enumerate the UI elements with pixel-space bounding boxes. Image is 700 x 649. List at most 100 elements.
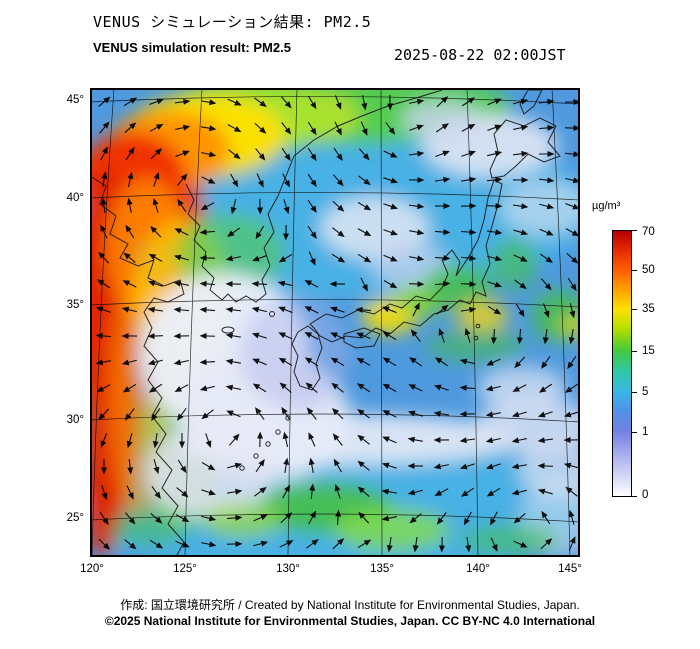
wind-arrow	[357, 409, 370, 419]
wind-arrow	[486, 358, 501, 366]
wind-arrow	[360, 121, 368, 136]
wind-arrow	[95, 359, 111, 366]
wind-arrow	[464, 327, 471, 343]
wind-arrow	[100, 146, 108, 161]
wind-arrow	[153, 171, 160, 187]
wind-arrow	[282, 173, 290, 188]
wind-arrow	[331, 253, 346, 263]
wind-arrow	[383, 280, 398, 289]
wind-arrow	[329, 280, 346, 287]
wind-arrow	[283, 199, 290, 215]
wind-arrow	[485, 437, 501, 444]
wind-arrow	[407, 462, 424, 469]
wind-arrow	[381, 462, 397, 469]
wind-arrow	[513, 124, 529, 131]
wind-arrow	[409, 98, 425, 105]
wind-arrow	[201, 125, 217, 132]
wind-arrow	[225, 280, 242, 287]
wind-arrow	[435, 123, 449, 133]
lon-tick-135: 135°	[370, 563, 394, 575]
wind-arrow	[412, 302, 420, 317]
wind-arrow	[382, 436, 397, 444]
wind-arrow	[541, 278, 552, 291]
wind-arrow	[513, 540, 528, 548]
wind-arrow	[151, 485, 161, 499]
wind-arrow	[122, 280, 137, 288]
wind-arrow	[199, 359, 216, 366]
wind-arrow	[383, 203, 399, 210]
wind-arrow	[538, 151, 555, 158]
map-canvas	[90, 88, 580, 557]
wind-arrow	[408, 150, 425, 157]
wind-arrow	[332, 227, 345, 238]
kyushu-coastline	[291, 325, 323, 391]
wind-arrow	[256, 173, 264, 188]
wind-arrow	[409, 357, 423, 367]
wind-arrow	[435, 150, 450, 157]
wind-arrow	[461, 97, 476, 107]
wind-arrow	[98, 96, 111, 107]
wind-arrow	[358, 175, 371, 186]
wind-arrow	[279, 540, 294, 548]
wind-arrow	[512, 384, 527, 392]
colorbar-tick-1: 1	[642, 426, 649, 438]
wind-arrow	[386, 536, 393, 553]
wind-arrow	[101, 485, 108, 501]
wind-arrow	[434, 488, 449, 496]
wind-arrow	[334, 483, 341, 499]
wind-arrow	[225, 306, 242, 313]
wind-arrow	[433, 384, 449, 391]
wind-arrow	[381, 488, 397, 495]
wind-arrow	[96, 384, 111, 392]
wind-arrow	[173, 306, 190, 313]
wind-arrow	[175, 124, 191, 131]
wind-arrow	[566, 252, 579, 264]
wind-arrow	[309, 483, 316, 500]
wind-arrow	[149, 123, 164, 132]
page-title-japanese: VENUS シミュレーション結果: PM2.5	[93, 13, 372, 31]
wind-arrow	[151, 407, 161, 421]
wind-arrow	[254, 486, 267, 497]
wind-arrow	[381, 515, 397, 522]
wind-arrow	[564, 98, 580, 105]
wind-arrow	[513, 254, 528, 262]
wind-arrow	[199, 254, 216, 261]
wind-arrow	[254, 407, 265, 420]
wind-arrow	[123, 97, 138, 107]
wind-arrow	[383, 177, 399, 184]
wind-arrow	[438, 328, 445, 343]
wind-arrow	[125, 224, 135, 239]
wind-arrow	[255, 458, 265, 473]
nansei-island	[253, 453, 259, 459]
wind-arrow	[173, 280, 189, 287]
wind-arrow	[460, 306, 477, 313]
pm25-concentration-map	[90, 88, 580, 557]
wind-arrow	[126, 433, 133, 449]
wind-arrow	[460, 487, 475, 497]
colorbar-gradient	[612, 230, 632, 497]
wind-arrow	[127, 458, 134, 475]
wind-arrow	[125, 146, 135, 161]
wind-arrow	[485, 463, 501, 470]
wind-arrow	[307, 225, 317, 240]
wind-arrow	[100, 197, 107, 214]
wind-arrow	[201, 489, 217, 496]
nansei-island	[285, 415, 291, 421]
wind-arrow	[407, 410, 423, 417]
wind-arrow	[382, 331, 397, 341]
wind-arrow	[331, 382, 344, 393]
wind-arrow	[281, 147, 291, 162]
wind-arrow	[330, 357, 345, 367]
wind-arrow	[515, 303, 525, 318]
wind-arrow	[438, 536, 445, 553]
wind-arrow	[255, 225, 265, 240]
graticule-grid	[90, 88, 580, 557]
wind-arrow	[564, 151, 580, 158]
wind-arrow	[434, 255, 451, 262]
wind-arrow	[434, 357, 449, 367]
wind-arrow	[487, 150, 503, 157]
wind-arrow	[459, 358, 475, 365]
tsushima-island	[269, 311, 275, 317]
wind-arrow	[307, 95, 317, 110]
wind-arrow	[383, 150, 398, 158]
